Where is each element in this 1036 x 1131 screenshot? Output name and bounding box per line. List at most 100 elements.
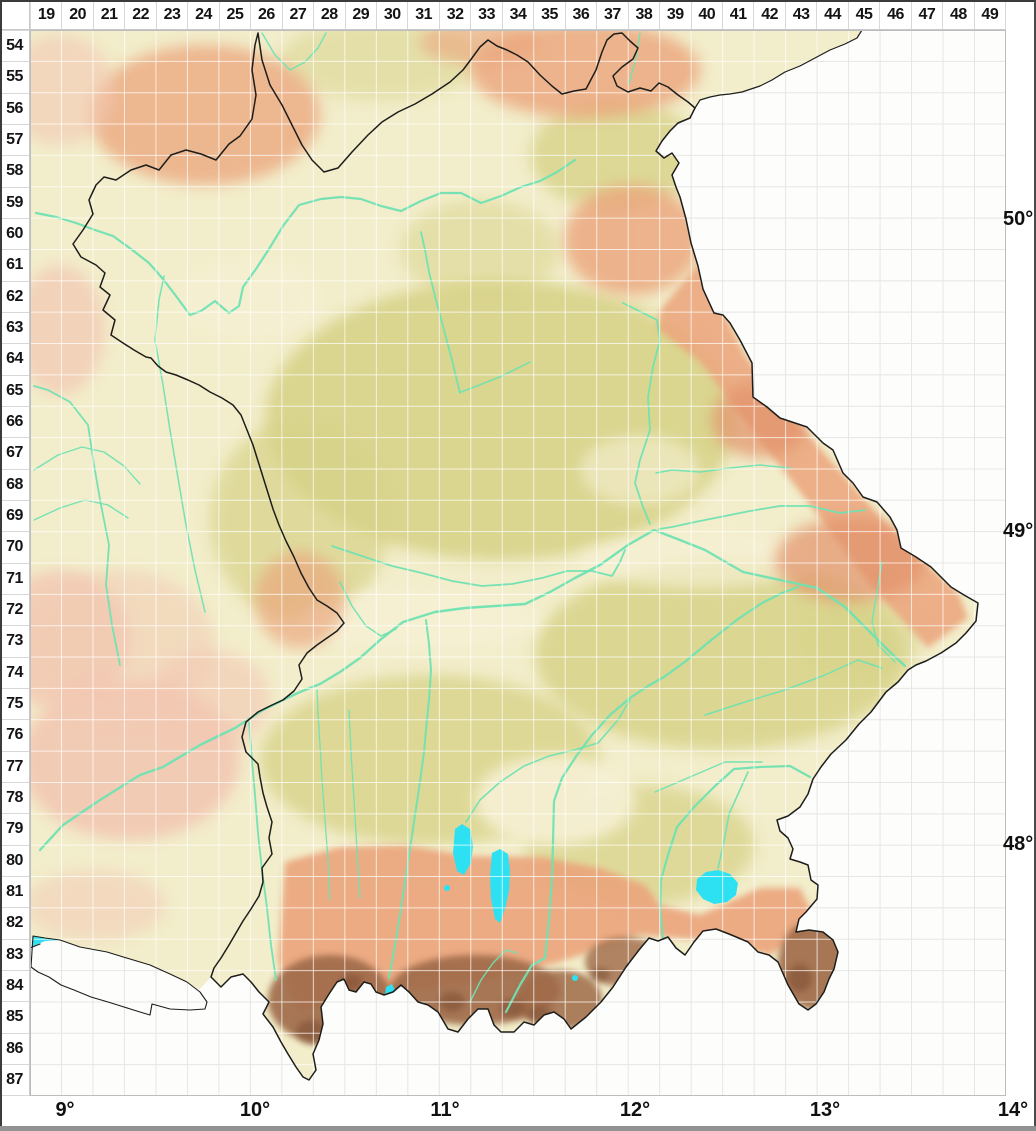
river-saale — [628, 32, 641, 85]
relief-patch — [775, 518, 925, 602]
column-label-21: 21 — [92, 0, 124, 29]
row-label-79: 79 — [0, 813, 29, 844]
column-label-49: 49 — [973, 0, 1007, 29]
column-label-36: 36 — [564, 0, 596, 29]
map-canvas — [29, 29, 1007, 1097]
row-label-62: 62 — [0, 280, 29, 312]
row-label-65: 65 — [0, 374, 29, 406]
river-pegnitz — [460, 361, 531, 393]
river-mindel — [316, 689, 331, 901]
row-label-85: 85 — [0, 1001, 29, 1032]
column-label-45: 45 — [847, 0, 879, 29]
relief-patch — [30, 870, 165, 940]
relief-patch — [30, 35, 115, 145]
column-label-43: 43 — [784, 0, 816, 29]
relief-patch — [30, 570, 215, 720]
column-label-19: 19 — [30, 0, 61, 29]
river-isar — [504, 585, 800, 1014]
row-label-63: 63 — [0, 311, 29, 343]
river-regnitz — [420, 231, 461, 394]
column-label-22: 22 — [124, 0, 155, 29]
longitude-axis: 9° 10° 11° 12° 13° 14° — [0, 1096, 1036, 1126]
column-label-23: 23 — [155, 0, 187, 29]
row-label-60: 60 — [0, 217, 29, 249]
longitude-label-12: 12° — [619, 1099, 651, 1121]
river-isen — [654, 761, 763, 793]
relief-patch — [580, 435, 700, 505]
lake-chiemsee — [696, 870, 738, 904]
column-label-38: 38 — [627, 0, 659, 29]
river-werra — [261, 32, 327, 71]
river-vils — [655, 464, 791, 474]
longitude-label-14: 14° — [997, 1099, 1029, 1121]
river-danube — [38, 528, 907, 852]
relief-patch — [300, 590, 540, 650]
column-label-24: 24 — [187, 0, 218, 29]
latitude-label-49: 49° — [1003, 520, 1034, 542]
river-tauber — [154, 275, 206, 613]
map-frame — [30, 30, 1006, 1096]
river-naab — [622, 302, 661, 525]
river-ilz — [871, 561, 896, 663]
river-guenz — [348, 709, 361, 899]
column-label-48: 48 — [942, 0, 973, 29]
grid-corner-cell — [0, 0, 30, 30]
relief-patch — [400, 200, 560, 300]
column-label-39: 39 — [659, 0, 690, 29]
lake-starnberger-see — [490, 849, 510, 923]
column-label-26: 26 — [250, 0, 281, 29]
row-label-84: 84 — [0, 969, 29, 1001]
row-label-75: 75 — [0, 687, 29, 719]
row-label-61: 61 — [0, 249, 29, 280]
latitude-label-48: 48° — [1003, 833, 1034, 855]
row-label-86: 86 — [0, 1032, 29, 1064]
row-label-82: 82 — [0, 907, 29, 938]
relief-patch — [535, 560, 905, 750]
column-header-row: 19 20 21 22 23 24 25 26 27 28 29 30 31 32 33 34 35 36 37 38… — [30, 0, 1007, 30]
column-label-34: 34 — [501, 0, 533, 29]
image-bottom-bar — [0, 1126, 1036, 1131]
column-label-42: 42 — [753, 0, 784, 29]
administrative-boundaries — [29, 29, 979, 1081]
longitude-label-9: 9° — [55, 1099, 75, 1121]
column-label-33: 33 — [470, 0, 501, 29]
bavaria-topographic-map — [29, 29, 1007, 1097]
row-label-67: 67 — [0, 437, 29, 468]
relief-patch — [590, 968, 610, 982]
row-label-70: 70 — [0, 531, 29, 562]
column-label-46: 46 — [879, 0, 910, 29]
row-label-71: 71 — [0, 562, 29, 594]
row-label-56: 56 — [0, 92, 29, 124]
lake-tegernsee — [572, 975, 578, 981]
column-label-29: 29 — [344, 0, 376, 29]
row-label-80: 80 — [0, 844, 29, 876]
row-label-57: 57 — [0, 123, 29, 155]
column-label-35: 35 — [533, 0, 564, 29]
row-label-73: 73 — [0, 625, 29, 656]
relief-patch — [800, 595, 920, 685]
row-label-77: 77 — [0, 750, 29, 782]
river-rott — [704, 659, 883, 716]
row-label-76: 76 — [0, 719, 29, 750]
lake-bodensee-outline — [30, 935, 208, 1016]
row-label-74: 74 — [0, 656, 29, 688]
river-regen — [658, 505, 866, 530]
row-label-87: 87 — [0, 1063, 29, 1097]
column-label-25: 25 — [218, 0, 250, 29]
river-amper — [465, 699, 631, 823]
national-border-northeast — [694, 29, 863, 109]
row-label-68: 68 — [0, 468, 29, 500]
relief-patch — [30, 265, 105, 395]
column-label-44: 44 — [816, 0, 847, 29]
bavaria-boundary — [72, 32, 979, 1081]
column-label-31: 31 — [407, 0, 438, 29]
relief-patch — [90, 45, 320, 185]
relief-patch — [788, 964, 812, 992]
column-label-28: 28 — [313, 0, 344, 29]
column-label-37: 37 — [596, 0, 627, 29]
relief-patch — [255, 552, 345, 648]
column-label-40: 40 — [690, 0, 722, 29]
lake-woerthsee — [444, 885, 450, 891]
column-label-20: 20 — [61, 0, 92, 29]
